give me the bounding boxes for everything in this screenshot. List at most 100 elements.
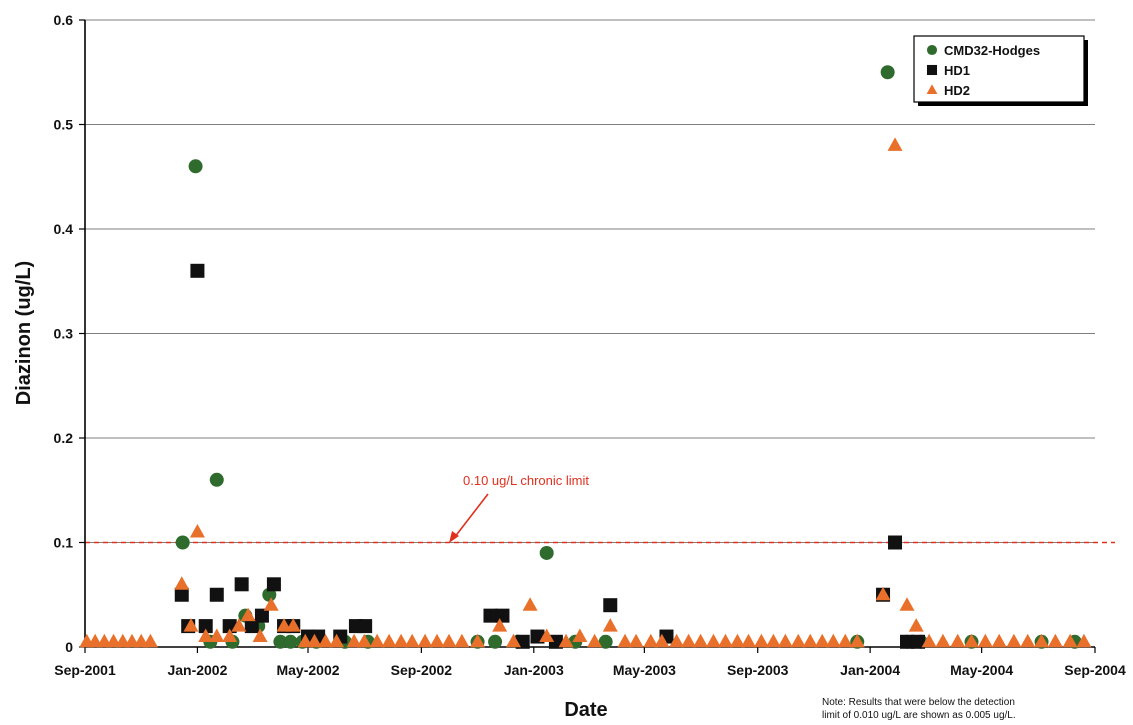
chronic-limit-annotation: 0.10 ug/L chronic limit <box>463 473 589 488</box>
data-point <box>369 633 385 648</box>
x-tick-label: May-2004 <box>950 662 1013 678</box>
data-point <box>381 633 397 648</box>
legend-label: HD1 <box>944 63 970 78</box>
data-point <box>950 633 966 648</box>
data-point <box>964 633 980 648</box>
data-point <box>209 628 225 643</box>
data-point <box>183 618 199 632</box>
data-point <box>617 633 633 648</box>
data-point <box>900 634 915 649</box>
data-point <box>209 472 224 487</box>
data-point <box>603 598 618 613</box>
data-point <box>273 634 288 649</box>
x-tick-label: May-2002 <box>276 662 339 678</box>
y-tick-label: 0.5 <box>54 117 74 133</box>
y-tick-label: 0.2 <box>54 430 74 446</box>
data-point <box>548 634 563 649</box>
data-point <box>558 633 574 648</box>
data-point <box>483 608 498 623</box>
data-point <box>254 608 269 623</box>
data-point <box>908 618 924 632</box>
data-point <box>539 628 555 643</box>
data-point <box>318 633 334 648</box>
data-point <box>587 633 603 648</box>
legend-marker <box>926 84 938 94</box>
data-point <box>628 633 644 648</box>
footnote-line-1: Note: Results that were below the detect… <box>822 697 1015 708</box>
data-point <box>814 633 830 648</box>
legend-box <box>913 35 1085 103</box>
data-point <box>977 633 993 648</box>
data-point <box>174 587 189 602</box>
data-point <box>188 159 203 174</box>
x-tick-label: Jan-2003 <box>504 662 564 678</box>
data-point <box>572 628 588 643</box>
data-point <box>790 633 806 648</box>
x-tick-label: Jan-2002 <box>167 662 227 678</box>
x-tick-label: Sep-2002 <box>391 662 453 678</box>
data-point <box>329 633 345 648</box>
y-tick-label: 0 <box>65 639 73 655</box>
data-point <box>522 597 538 611</box>
data-point <box>404 633 420 648</box>
data-point <box>198 619 213 634</box>
series-hd1 <box>174 263 926 649</box>
series-cmd32-hodges <box>175 65 1082 649</box>
data-point <box>705 633 721 648</box>
data-point <box>777 633 793 648</box>
data-point <box>174 576 190 590</box>
data-point <box>837 633 853 648</box>
footnote-line-2: limit of 0.010 ug/L are shown as 0.005 u… <box>822 710 1016 721</box>
y-axis-title: Diazinon (ug/L) <box>13 261 35 405</box>
legend-marker <box>926 64 938 76</box>
data-point <box>234 577 249 592</box>
legend-label: HD2 <box>944 83 970 98</box>
data-point <box>911 634 926 649</box>
data-point <box>189 524 205 538</box>
data-point <box>849 633 865 648</box>
data-point <box>729 633 745 648</box>
x-tick-label: Sep-2001 <box>54 662 116 678</box>
data-point <box>263 597 279 611</box>
data-point <box>1047 633 1063 648</box>
data-point <box>654 633 670 648</box>
series-hd2 <box>79 137 1092 648</box>
data-point <box>495 608 510 623</box>
data-point <box>252 628 268 643</box>
data-point <box>266 577 281 592</box>
data-point <box>417 633 433 648</box>
data-point <box>346 633 362 648</box>
data-point <box>190 263 205 278</box>
legend-marker <box>926 44 938 56</box>
data-point <box>899 597 915 611</box>
x-axis-title: Date <box>564 699 607 721</box>
data-point <box>142 633 158 648</box>
data-point <box>875 586 891 601</box>
data-points <box>79 65 1092 649</box>
annotation-arrow <box>449 493 489 543</box>
data-point <box>222 628 238 643</box>
data-point <box>888 535 903 550</box>
data-point <box>209 587 224 602</box>
data-point <box>880 65 895 80</box>
data-point <box>598 634 613 649</box>
data-point <box>669 633 685 648</box>
data-point <box>506 633 522 648</box>
data-point <box>753 633 769 648</box>
data-point <box>393 633 409 648</box>
data-point <box>356 633 372 648</box>
data-point <box>1020 633 1036 648</box>
data-point <box>283 634 298 649</box>
data-point <box>285 618 301 632</box>
x-tick-label: May-2003 <box>613 662 676 678</box>
legend-label: CMD32-Hodges <box>944 43 1040 58</box>
data-point <box>231 618 247 632</box>
footnote: Note: Results that were below the detect… <box>822 697 1016 721</box>
data-point <box>1034 633 1050 648</box>
data-point <box>825 633 841 648</box>
data-point <box>539 545 554 560</box>
data-point <box>175 535 190 550</box>
data-point <box>492 618 508 632</box>
data-point <box>429 633 445 648</box>
